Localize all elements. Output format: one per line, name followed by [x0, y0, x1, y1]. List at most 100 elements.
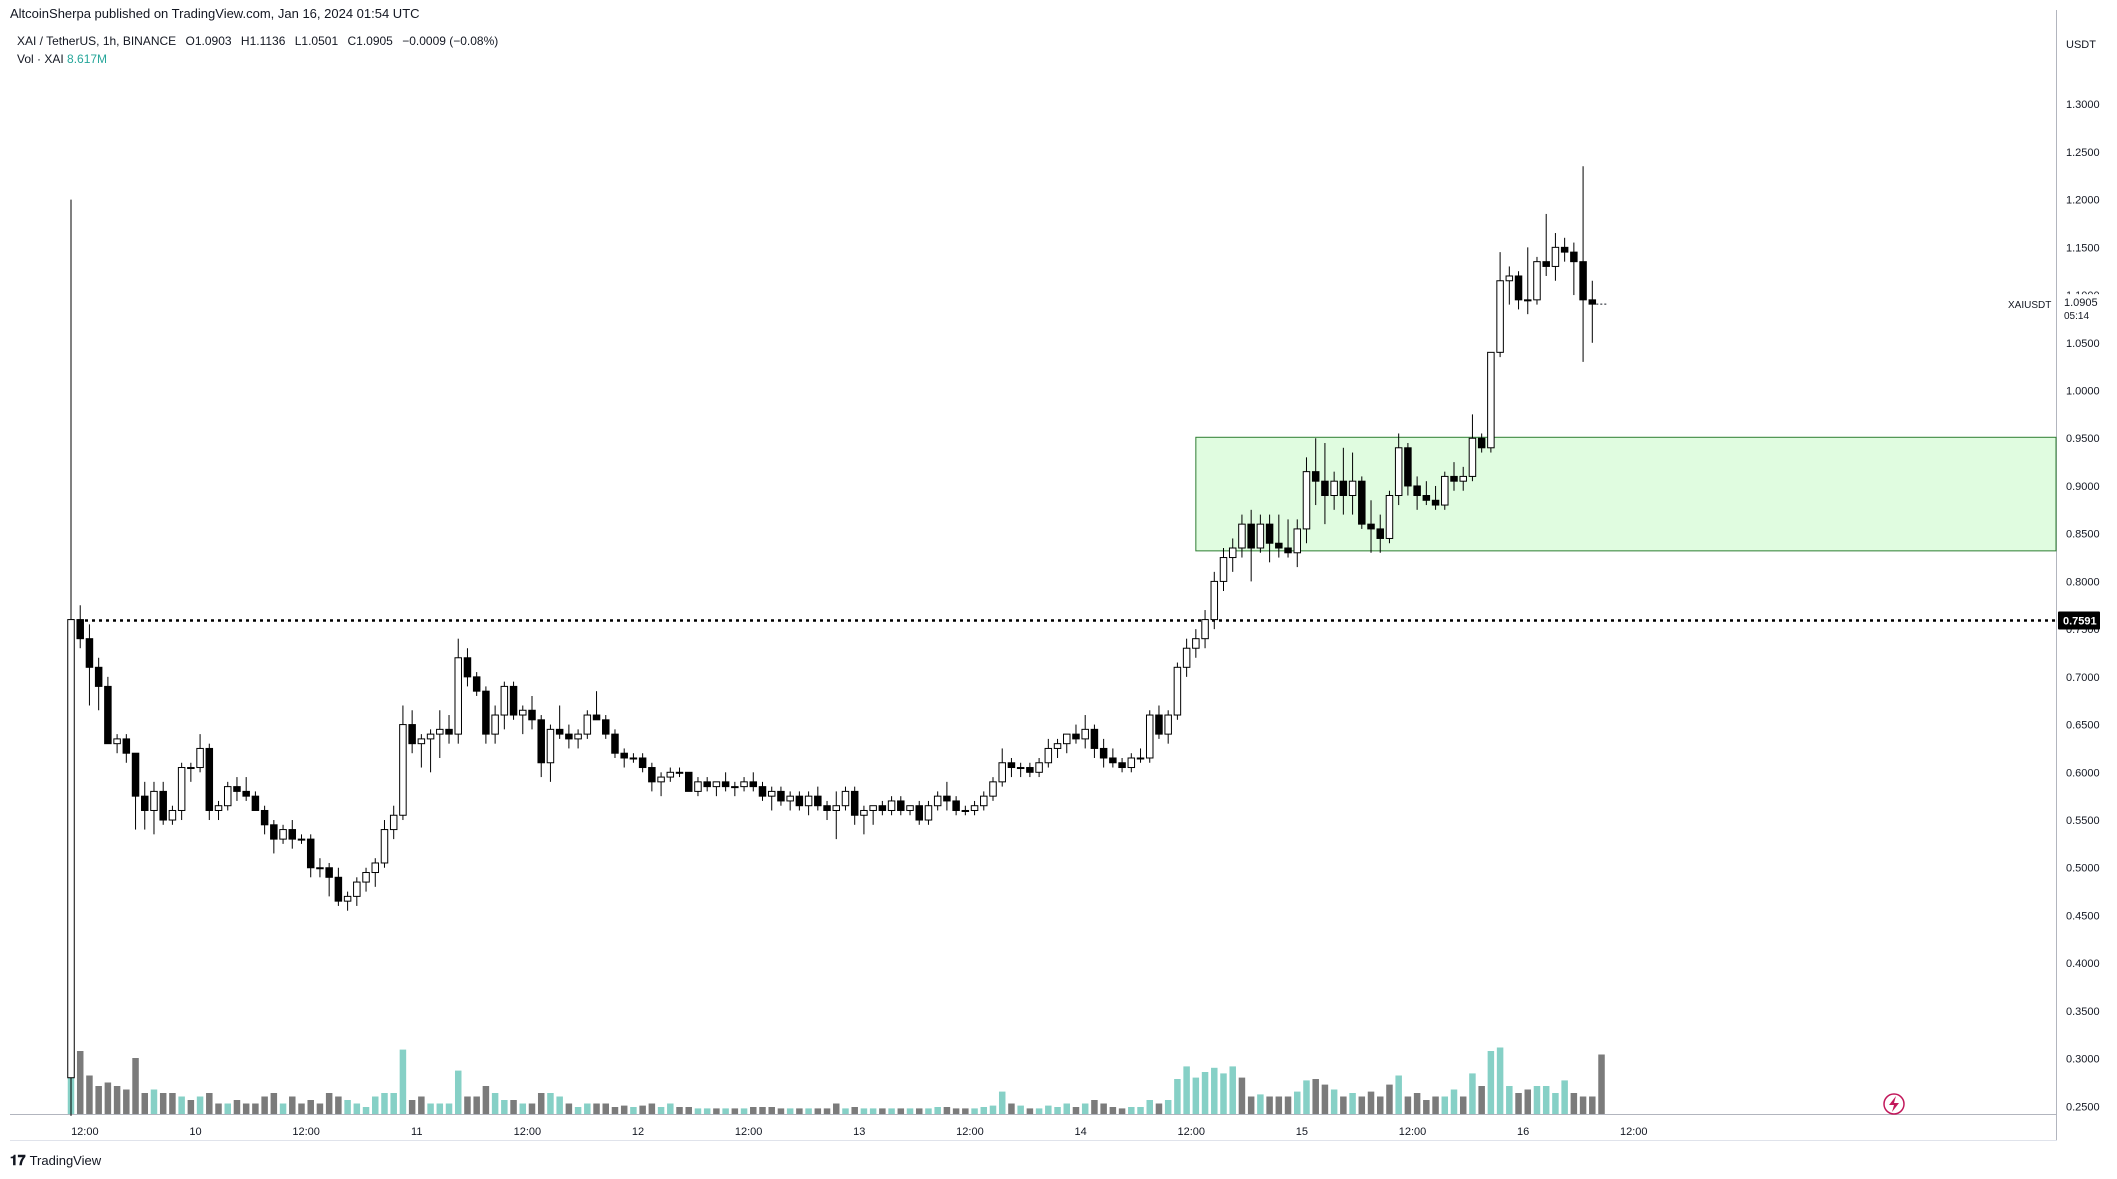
candle[interactable]	[1394, 433, 1403, 506]
candle[interactable]	[196, 734, 204, 773]
candle[interactable]	[1468, 414, 1477, 482]
candle[interactable]	[1173, 662, 1182, 720]
candle[interactable]	[823, 800, 831, 821]
candle[interactable]	[1358, 476, 1366, 529]
candle[interactable]	[270, 820, 278, 854]
candle[interactable]	[159, 781, 167, 825]
candle[interactable]	[445, 715, 453, 744]
candle[interactable]	[491, 705, 499, 744]
candle[interactable]	[1404, 443, 1412, 496]
candle[interactable]	[1321, 443, 1329, 525]
candle[interactable]	[961, 805, 970, 816]
candle[interactable]	[675, 767, 684, 778]
candle[interactable]	[463, 648, 472, 687]
tradingview-logo[interactable]: 𝟏𝟕 TradingView	[10, 1152, 101, 1169]
candle[interactable]	[233, 777, 241, 801]
candle[interactable]	[1026, 762, 1034, 778]
candle[interactable]	[1413, 476, 1421, 510]
candle[interactable]	[472, 672, 481, 696]
candle[interactable]	[1551, 233, 1560, 281]
candle[interactable]	[1109, 748, 1117, 768]
candle[interactable]	[731, 781, 739, 797]
candle[interactable]	[371, 858, 380, 887]
candle[interactable]	[629, 753, 638, 763]
candle[interactable]	[952, 796, 960, 816]
demand-zone[interactable]	[1195, 436, 2057, 552]
candle[interactable]	[703, 777, 711, 792]
candle[interactable]	[684, 771, 693, 792]
candle[interactable]	[399, 705, 407, 821]
candle[interactable]	[1496, 252, 1504, 358]
candle[interactable]	[1560, 237, 1569, 262]
candle[interactable]	[1524, 247, 1532, 315]
candle[interactable]	[786, 791, 794, 811]
candle[interactable]	[1007, 757, 1016, 778]
candle[interactable]	[850, 786, 859, 825]
candle[interactable]	[408, 710, 416, 754]
candle[interactable]	[1182, 638, 1191, 677]
candle[interactable]	[1228, 538, 1237, 572]
candle[interactable]	[924, 800, 933, 825]
candle[interactable]	[565, 724, 573, 749]
candle[interactable]	[1063, 733, 1071, 754]
candle[interactable]	[878, 800, 887, 816]
candle[interactable]	[1477, 433, 1486, 453]
candle[interactable]	[343, 891, 352, 911]
candle[interactable]	[767, 786, 776, 811]
candle[interactable]	[638, 753, 647, 773]
candle[interactable]	[933, 791, 942, 811]
candle[interactable]	[1302, 457, 1311, 544]
lightning-icon[interactable]	[1883, 1093, 1905, 1115]
currency-label[interactable]: USDT	[2066, 39, 2096, 51]
candle[interactable]	[1311, 438, 1320, 506]
candle[interactable]	[721, 772, 730, 792]
candle[interactable]	[620, 748, 628, 768]
candle[interactable]	[1247, 509, 1255, 582]
candle[interactable]	[389, 805, 398, 840]
candle[interactable]	[915, 800, 923, 825]
candle[interactable]	[168, 805, 177, 825]
candle[interactable]	[362, 867, 370, 892]
candle[interactable]	[1044, 738, 1053, 768]
candle[interactable]	[426, 729, 435, 773]
candle[interactable]	[1145, 710, 1154, 763]
candle[interactable]	[1238, 514, 1246, 558]
candle[interactable]	[860, 805, 868, 835]
candle[interactable]	[94, 657, 103, 711]
candle[interactable]	[251, 791, 260, 811]
candle[interactable]	[306, 834, 315, 878]
candle[interactable]	[749, 772, 758, 792]
candle[interactable]	[989, 777, 997, 801]
candle[interactable]	[279, 824, 287, 844]
candle[interactable]	[131, 752, 140, 830]
candle[interactable]	[1441, 471, 1449, 510]
candle[interactable]	[906, 805, 914, 816]
candle[interactable]	[1016, 762, 1025, 778]
candle[interactable]	[177, 762, 186, 821]
candle[interactable]	[454, 638, 462, 744]
volume-label[interactable]: Vol · XAI	[17, 52, 64, 66]
candle[interactable]	[1570, 242, 1578, 296]
candle[interactable]	[1219, 548, 1228, 591]
candle[interactable]	[482, 686, 490, 744]
candle[interactable]	[104, 676, 112, 745]
candle[interactable]	[1201, 610, 1209, 649]
candle[interactable]	[519, 705, 527, 735]
candle[interactable]	[1035, 757, 1043, 778]
candle[interactable]	[205, 743, 214, 821]
candle[interactable]	[1533, 256, 1541, 305]
candle[interactable]	[85, 624, 94, 706]
candle[interactable]	[141, 781, 149, 830]
candle[interactable]	[417, 734, 426, 768]
candle[interactable]	[611, 729, 619, 758]
candle[interactable]	[712, 781, 721, 797]
candle[interactable]	[316, 858, 324, 878]
candle[interactable]	[1459, 466, 1467, 491]
candle[interactable]	[1275, 514, 1283, 558]
candle[interactable]	[648, 762, 656, 792]
candle[interactable]	[113, 734, 121, 754]
candle[interactable]	[1330, 471, 1338, 510]
candle[interactable]	[380, 820, 389, 868]
price-axis[interactable]: USDT 1.30001.25001.20001.15001.10001.050…	[2066, 39, 2100, 1113]
